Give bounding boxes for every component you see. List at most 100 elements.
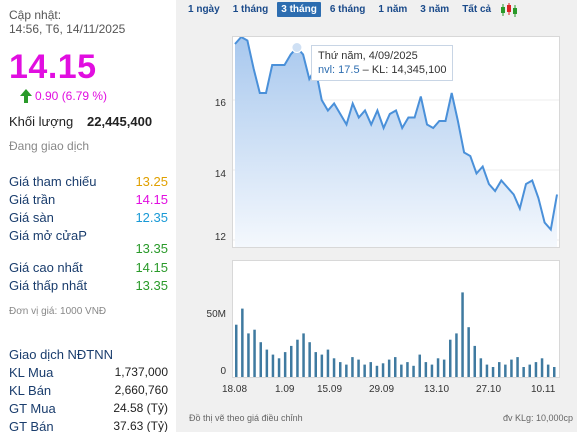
volume-bar [253, 329, 256, 377]
hover-point [291, 42, 303, 53]
volume-bar [473, 345, 476, 377]
volume-bar [345, 364, 348, 377]
high-price-label: Giá cao nhất [9, 260, 83, 275]
volume-value: 22,445,400 [87, 114, 153, 129]
volume-bar [332, 358, 336, 377]
trading-status: Đang giao dịch [9, 139, 90, 153]
foreign-sell-val-label: GT Bán [9, 419, 54, 432]
tab-1-year[interactable]: 1 năm [378, 4, 408, 15]
tab-3-months[interactable]: 3 tháng [277, 2, 321, 17]
ref-price-label: Giá tham chiếu [9, 174, 97, 189]
volume-bar [375, 365, 379, 377]
foreign-sell-val-value: 37.63 (Tỷ) [113, 419, 168, 432]
candlestick-icon[interactable] [500, 2, 518, 17]
volume-bar [290, 345, 293, 377]
period-tabs: 1 ngày 1 tháng 3 tháng 6 tháng 1 năm 3 n… [184, 2, 518, 17]
volume-bar [296, 339, 299, 377]
volume-bar [339, 362, 342, 377]
volume-bar [461, 292, 464, 377]
unit-note: Đơn vị giá: 1000 VNĐ [9, 306, 107, 317]
price-chart-svg [233, 35, 559, 247]
volume-bar [412, 365, 415, 377]
volume-bar [406, 362, 409, 377]
floor-price-value: 12.35 [135, 210, 168, 225]
volume-chart[interactable] [232, 260, 560, 378]
tab-1-month[interactable]: 1 tháng [232, 4, 269, 15]
floor-price-label: Giá sàn [9, 210, 54, 225]
open-price-label: Giá mở cửaP [9, 228, 87, 243]
tooltip-price: nvl: 17.5 [318, 64, 360, 76]
chart-tooltip: Thứ năm, 4/09/2025 nvl: 17.5 – KL: 14,34… [311, 45, 454, 81]
tab-1-day[interactable]: 1 ngày [188, 4, 220, 15]
volume-bar [351, 357, 354, 377]
volume-bar [510, 359, 513, 377]
tooltip-date: Thứ năm, 4/09/2025 [318, 50, 418, 62]
tab-6-months[interactable]: 6 tháng [329, 4, 366, 15]
volume-bar [271, 354, 275, 377]
volume-chart-svg [235, 292, 556, 377]
volume-bar [241, 308, 244, 377]
volume-bar [283, 352, 287, 377]
open-price-value: 13.35 [135, 241, 168, 256]
foreign-buy-val-value: 24.58 (Tỷ) [113, 401, 168, 415]
price-area [235, 37, 557, 247]
tab-all[interactable]: Tất cả [462, 4, 492, 15]
volume-bar [418, 354, 421, 377]
foreign-buy-vol-label: KL Mua [9, 365, 54, 380]
volume-bar [308, 342, 311, 377]
volume-bar [436, 358, 440, 377]
volume-bar [546, 364, 550, 377]
volume-bar [357, 359, 360, 377]
tooltip-volume: – KL: 14,345,100 [359, 64, 447, 76]
foreign-sell-vol-value: 2,660,760 [114, 383, 168, 397]
stock-summary-panel: Cập nhật: 14:56, T6, 14/11/2025 14.15 0.… [0, 0, 176, 432]
high-price-value: 14.15 [135, 260, 168, 275]
volume-bar [424, 362, 428, 377]
volume-bar [302, 333, 305, 377]
current-price: 14.15 [9, 48, 97, 86]
chart-panel: 1 ngày 1 tháng 3 tháng 6 tháng 1 năm 3 n… [176, 0, 577, 432]
chart-footnote: Đồ thị vẽ theo giá điều chỉnh [189, 413, 303, 423]
volume-bar [467, 327, 470, 377]
x-tick-0: 18.08 [222, 384, 248, 395]
foreign-buy-val-label: GT Mua [9, 401, 56, 416]
volume-bar [387, 359, 391, 377]
low-price-value: 13.35 [135, 278, 168, 293]
volume-tick-0: 0 [220, 366, 226, 377]
tooltip-values: nvl: 17.5 – KL: 14,345,100 [318, 63, 446, 77]
volume-bar [516, 357, 519, 377]
price-change: 0.90 (6.79 %) [20, 89, 107, 103]
y-tick-14: 14 [214, 169, 226, 180]
volume-bar [528, 364, 531, 377]
volume-bar [485, 364, 489, 377]
volume-bar [259, 342, 262, 377]
volume-tick-50m: 50M [206, 309, 226, 320]
volume-bar [265, 349, 269, 377]
volume-bar [314, 352, 317, 377]
ceiling-price-label: Giá trần [9, 192, 56, 207]
x-tick-1: 1.09 [275, 384, 295, 395]
x-tick-3: 29.09 [369, 384, 395, 395]
volume-bar [449, 339, 452, 377]
update-label: Cập nhật: [9, 8, 62, 22]
low-price-label: Giá thấp nhất [9, 278, 88, 293]
x-tick-2: 15.09 [317, 384, 343, 395]
volume-bar [498, 362, 501, 377]
volume-bar [400, 364, 403, 377]
update-time: 14:56, T6, 14/11/2025 [9, 22, 126, 36]
x-tick-5: 27.10 [476, 384, 502, 395]
volume-bar [491, 367, 495, 377]
y-tick-16: 16 [214, 98, 226, 109]
y-tick-12: 12 [214, 232, 226, 243]
tab-3-years[interactable]: 3 năm [420, 4, 450, 15]
volume-bar [442, 359, 446, 377]
ref-price-value: 13.25 [135, 174, 168, 189]
volume-bar [381, 363, 385, 377]
volume-bar [430, 364, 434, 377]
volume-unit-note: đv KLg: 10,000cp [502, 413, 573, 423]
volume-bar [479, 358, 483, 377]
foreign-trade-title: Giao dịch NĐTNN [9, 347, 114, 362]
volume-bar [326, 349, 330, 377]
x-tick-4: 13.10 [424, 384, 450, 395]
volume-bar [540, 358, 544, 377]
